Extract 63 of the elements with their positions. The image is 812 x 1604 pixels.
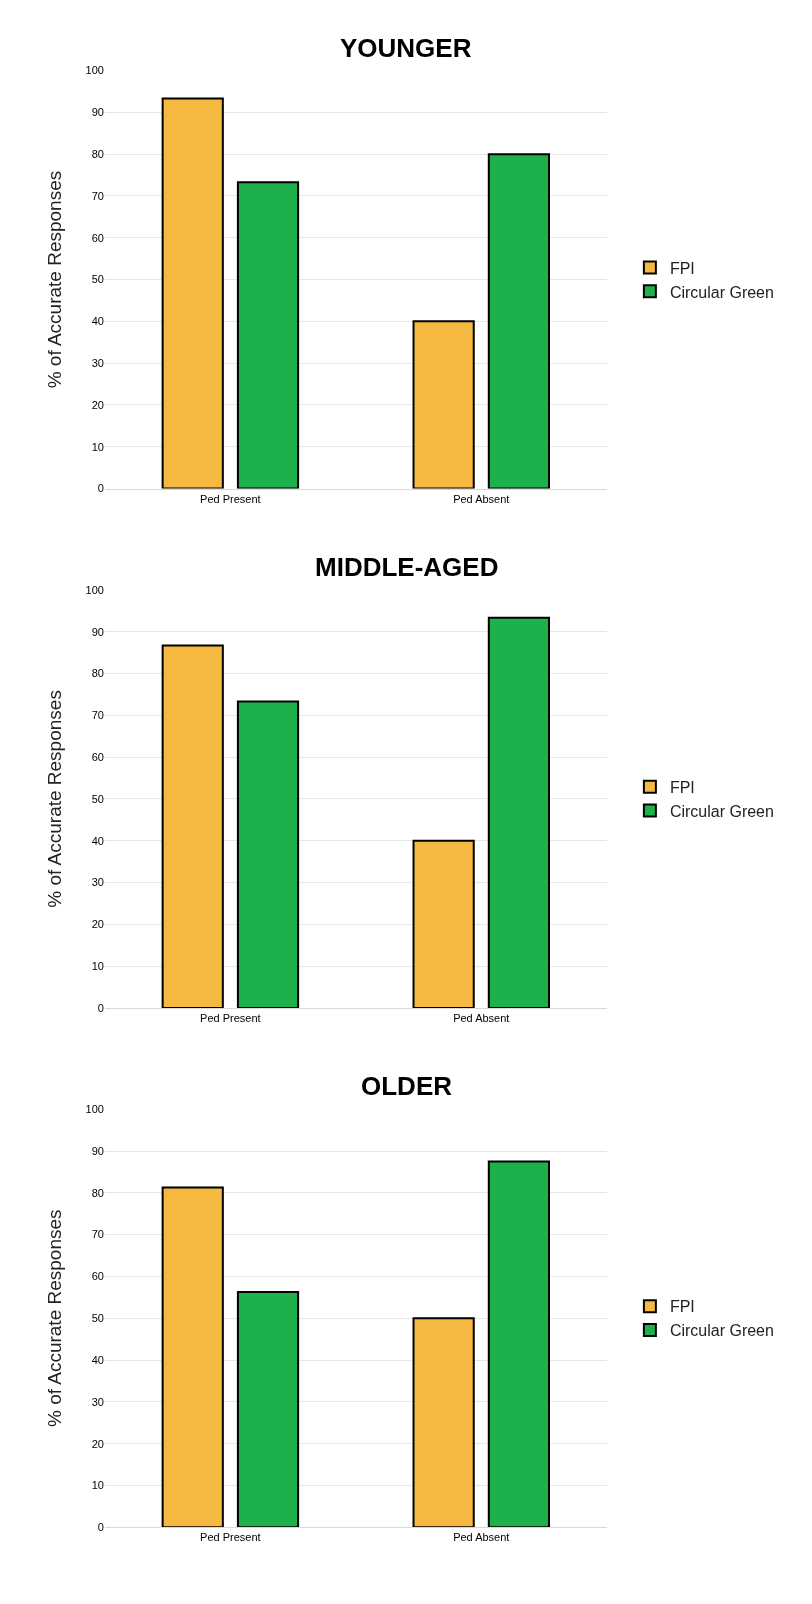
y-tick-label: 30 bbox=[91, 357, 104, 370]
bar bbox=[161, 97, 224, 489]
x-tick-label: Ped Absent bbox=[453, 492, 510, 505]
chart-title: OLDER bbox=[361, 1071, 453, 1101]
bar bbox=[487, 616, 551, 1008]
legend-label: FPI bbox=[669, 779, 695, 797]
y-tick-label: 20 bbox=[91, 918, 104, 931]
bar bbox=[161, 1186, 224, 1528]
y-tick-label: 100 bbox=[85, 64, 104, 77]
y-tick-label: 40 bbox=[91, 1353, 104, 1366]
y-tick-label: 80 bbox=[91, 147, 104, 160]
y-tick-label: 30 bbox=[91, 1395, 104, 1408]
y-tick-label: 10 bbox=[91, 1479, 104, 1492]
bar bbox=[487, 153, 551, 489]
y-tick-label: 90 bbox=[91, 625, 104, 638]
y-tick-label: 50 bbox=[91, 1312, 104, 1325]
y-tick-label: 60 bbox=[91, 1270, 104, 1283]
y-tick-label: 90 bbox=[91, 106, 104, 119]
bar bbox=[236, 700, 300, 1008]
y-tick-label: 10 bbox=[91, 440, 104, 453]
y-tick-label: 50 bbox=[91, 273, 104, 286]
bar bbox=[161, 644, 224, 1008]
y-tick-label: 0 bbox=[97, 482, 104, 495]
legend-label: Circular Green bbox=[669, 802, 774, 820]
chart-title: YOUNGER bbox=[340, 33, 472, 63]
y-tick-label: 80 bbox=[91, 667, 104, 680]
y-tick-label: 80 bbox=[91, 1186, 104, 1199]
x-tick-label: Ped Present bbox=[200, 1012, 261, 1025]
y-tick-label: 70 bbox=[91, 189, 104, 202]
bar bbox=[412, 839, 475, 1008]
y-tick-label: 90 bbox=[91, 1144, 104, 1157]
x-tick-label: Ped Present bbox=[200, 492, 261, 505]
legend-label: Circular Green bbox=[669, 1322, 774, 1340]
y-tick-label: 20 bbox=[91, 1437, 104, 1450]
y-tick-label: 0 bbox=[97, 1001, 104, 1014]
x-tick-label: Ped Absent bbox=[453, 1531, 510, 1544]
legend-label: FPI bbox=[669, 1298, 695, 1316]
y-tick-label: 50 bbox=[91, 792, 104, 805]
y-tick-label: 20 bbox=[91, 398, 104, 411]
y-tick-label: 100 bbox=[85, 583, 104, 596]
bar bbox=[236, 1290, 300, 1528]
legend-label: FPI bbox=[669, 259, 695, 277]
chart-title: MIDDLE-AGED bbox=[315, 552, 499, 582]
y-tick-label: 40 bbox=[91, 834, 104, 847]
y-tick-label: 60 bbox=[91, 231, 104, 244]
bar bbox=[412, 1317, 475, 1528]
legend-label: Circular Green bbox=[669, 283, 774, 301]
y-tick-label: 70 bbox=[91, 1228, 104, 1241]
bar bbox=[236, 181, 300, 489]
bar bbox=[487, 1160, 551, 1528]
y-axis-title: % of Accurate Responses bbox=[44, 690, 66, 908]
x-tick-label: Ped Absent bbox=[453, 1012, 510, 1025]
y-tick-label: 70 bbox=[91, 709, 104, 722]
y-tick-label: 100 bbox=[85, 1103, 104, 1116]
y-tick-label: 0 bbox=[97, 1521, 104, 1534]
y-axis-title: % of Accurate Responses bbox=[44, 1209, 66, 1428]
bar bbox=[412, 320, 475, 489]
y-tick-label: 40 bbox=[91, 315, 104, 328]
y-axis-title: % of Accurate Responses bbox=[44, 170, 66, 389]
y-tick-label: 10 bbox=[91, 959, 104, 972]
x-tick-label: Ped Present bbox=[200, 1531, 261, 1544]
y-tick-label: 30 bbox=[91, 876, 104, 889]
y-tick-label: 60 bbox=[91, 750, 104, 763]
